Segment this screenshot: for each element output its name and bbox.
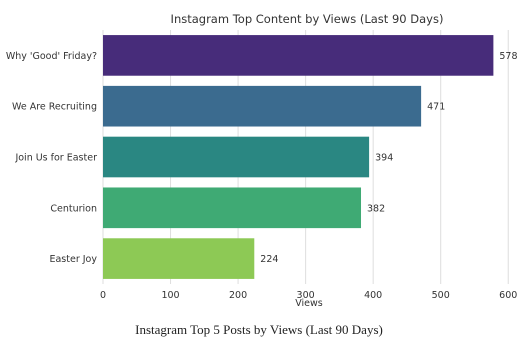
y-tick-label: We Are Recruiting xyxy=(12,102,97,113)
data-label: 578 xyxy=(499,51,517,62)
chart: Instagram Top Content by Views (Last 90 … xyxy=(6,12,518,309)
data-label: 382 xyxy=(367,203,385,214)
bar xyxy=(103,85,422,127)
y-tick-label: Centurion xyxy=(50,203,97,214)
x-tick-label: 600 xyxy=(499,290,517,301)
y-tick-label: Easter Joy xyxy=(49,254,97,265)
bars xyxy=(103,35,494,279)
bar xyxy=(103,238,255,279)
y-tick-label: Why 'Good' Friday? xyxy=(6,51,97,62)
x-tick-label: 200 xyxy=(229,290,247,301)
x-tick-label: 100 xyxy=(161,290,179,301)
x-tick-label: 500 xyxy=(432,290,450,301)
bar xyxy=(103,187,362,229)
data-label: 224 xyxy=(260,254,278,265)
chart-title: Instagram Top Content by Views (Last 90 … xyxy=(171,12,444,26)
bar xyxy=(103,136,370,178)
x-tick-label: 300 xyxy=(297,290,315,301)
data-label: 394 xyxy=(375,153,393,164)
x-axis-label: Views xyxy=(295,298,323,309)
data-labels: 578 471 394 382 224 xyxy=(260,51,517,265)
x-tick-label: 400 xyxy=(364,290,382,301)
x-tick-labels: 0 100 200 300 400 500 600 xyxy=(100,290,517,301)
y-tick-labels: Why 'Good' Friday? We Are Recruiting Join … xyxy=(6,51,98,265)
data-label: 471 xyxy=(427,102,445,113)
bar xyxy=(103,35,494,76)
figure-caption: Instagram Top 5 Posts by Views (Last 90 … xyxy=(135,322,383,337)
y-tick-label: Join Us for Easter xyxy=(14,153,97,164)
x-tick-label: 0 xyxy=(100,290,106,301)
